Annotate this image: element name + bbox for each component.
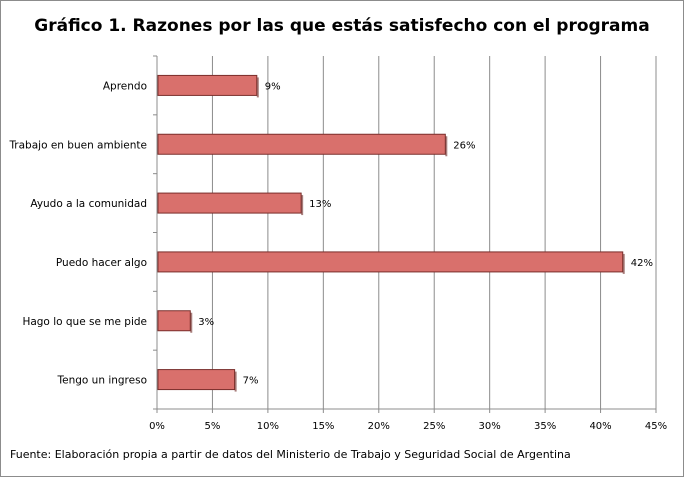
bar [157,251,624,273]
category-label: Tengo un ingreso [57,375,148,387]
bars [157,74,625,392]
bar-shadow [445,136,448,157]
x-tick-label: 0% [149,421,165,432]
x-tick-label: 30% [479,421,501,432]
category-label: Puedo hacer algo [56,257,147,269]
x-tick-label: 5% [205,421,221,432]
bar [157,133,446,155]
x-tick-label: 25% [423,421,445,432]
axes [153,55,657,413]
source-note: Fuente: Elaboración propia a partir de d… [10,448,571,461]
labels: 0% 5% 10% 15% 20% 25% 30% 35% 40% 45% Aprendo 9% Tra… [8,80,667,432]
chart-title: Gráfico 1. Razones por las que estás sat… [34,16,650,36]
data-label: 3% [198,317,214,328]
category-label: Hago lo que se me pide [22,316,147,328]
category-label: Trabajo en buen ambiente [8,139,147,151]
bar [157,192,302,214]
category-label: Ayudo a la comunidad [30,198,147,210]
bar-shadow [301,195,304,216]
gridlines [211,56,657,409]
data-label: 9% [265,81,281,92]
bar-shadow [234,371,237,392]
x-tick-label: 40% [589,421,611,432]
data-label: 13% [309,199,331,210]
data-label: 26% [453,140,475,151]
category-label: Aprendo [103,80,147,92]
x-tick-label: 15% [312,421,334,432]
bar-shadow [256,77,259,98]
x-tick-label: 10% [257,421,279,432]
data-label: 7% [243,376,259,387]
x-tick-label: 45% [645,421,667,432]
x-tick-label: 35% [534,421,556,432]
bar [157,310,191,332]
bar-shadow [622,253,625,274]
bar [157,74,258,96]
bar [157,369,236,391]
bar-shadow [190,312,193,333]
x-tick-label: 20% [368,421,390,432]
data-label: 42% [631,258,653,269]
